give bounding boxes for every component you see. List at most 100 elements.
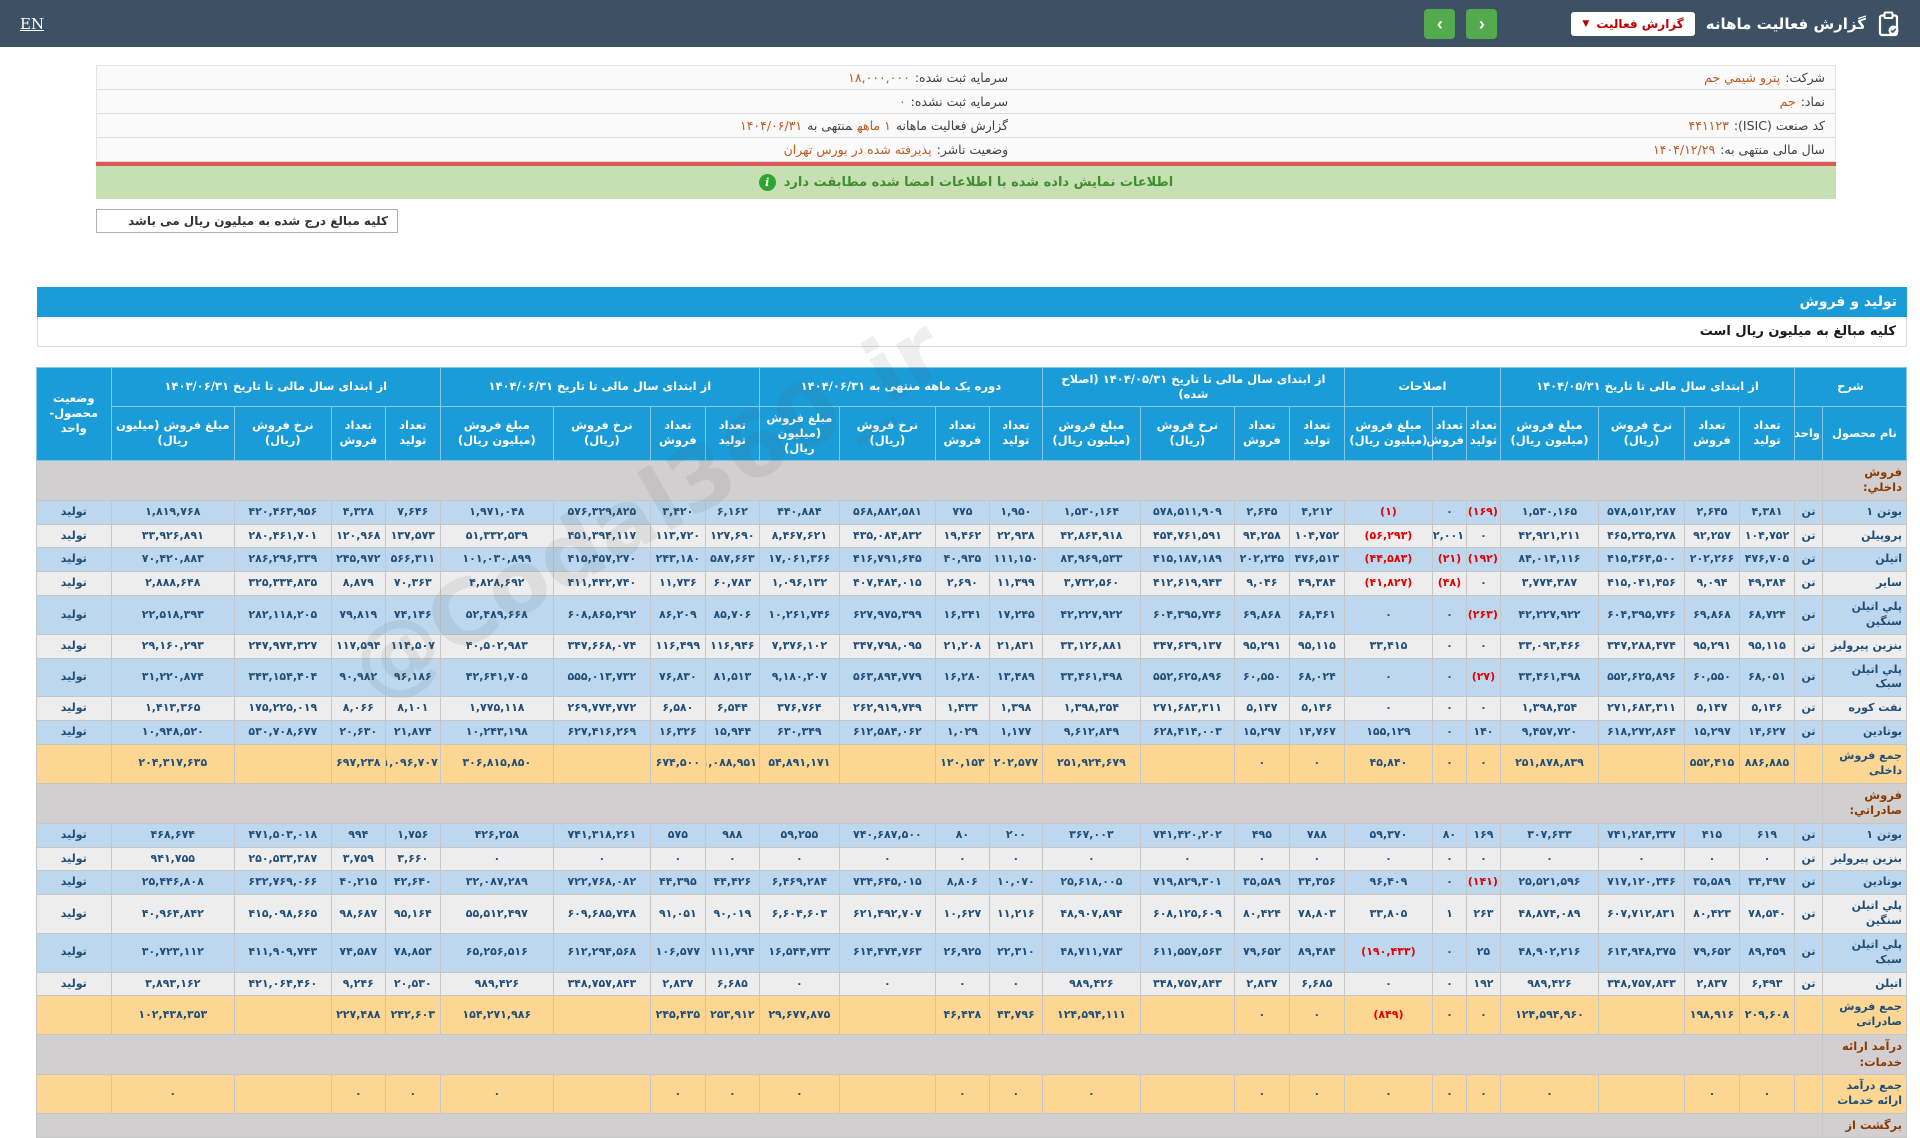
value-cell: ۰: [1598, 847, 1684, 871]
value-cell: ۴۰۷,۴۸۴,۰۱۵: [839, 572, 935, 596]
value-cell: ۱۲۷,۶۹۰: [705, 524, 759, 548]
value-cell: ۳۴,۴۹۷: [1739, 871, 1794, 895]
table-row: بنزین پیرولیزتن۰۰۰۰۰۰۰۰۰۰۰۰۰۰۰۰۰۰۰۳,۶۶۰۳…: [36, 847, 1906, 871]
column-header: نرخ فروش (ریال): [553, 406, 650, 460]
value-cell: ۰: [1432, 1075, 1466, 1114]
value-cell: ۷۴۱,۲۸۴,۳۳۷: [1598, 823, 1684, 847]
value-cell: ۱۴۰: [1466, 721, 1500, 745]
report-type-button[interactable]: گزارش فعالیت ▼: [1571, 12, 1694, 36]
value-cell: ۰: [1432, 658, 1466, 697]
value-cell: ۳۱,۲۲۰,۸۷۴: [111, 658, 234, 697]
value-cell: ۶,۶۸۵: [705, 972, 759, 996]
value-cell: ۶۲۷,۹۷۵,۳۹۹: [839, 596, 935, 635]
value-cell: ۰: [935, 847, 989, 871]
table-row: بوتن ۱تن۶۱۹۴۱۵۷۴۱,۲۸۴,۳۳۷۳۰۷,۶۳۳۱۶۹۸۰۵۹,…: [36, 823, 1906, 847]
value-cell: ۰: [650, 1075, 705, 1114]
value-cell: ۷,۳۷۶,۱۰۲: [759, 634, 839, 658]
column-header: نرخ فروش (ریال): [1140, 406, 1234, 460]
value-cell: ۶۰۹,۶۸۵,۷۴۸: [553, 895, 650, 934]
value-cell: ۶۰,۵۵۰: [1234, 658, 1289, 697]
value-cell: ۲,۰۰۱: [1432, 524, 1466, 548]
unit-cell: [1794, 745, 1822, 784]
production-sales-table-container: @Codal360_ir شرحاز ابتدای سال مالی تا تا…: [37, 367, 1907, 1138]
value-cell: ۷,۶۴۶: [385, 500, 440, 524]
unit-cell: تن: [1794, 596, 1822, 635]
column-header: مبلغ فروش (میلیون ریال): [759, 406, 839, 460]
value-cell: ۳۰,۷۲۳,۱۱۲: [111, 933, 234, 972]
value-cell: ۰: [331, 1075, 385, 1114]
value-cell: ۵۲,۴۸۹,۶۶۸: [440, 596, 553, 635]
column-header: تعداد فروش: [331, 406, 385, 460]
value-cell: ۲,۸۳۷: [1234, 972, 1289, 996]
column-group-5: از ابتدای سال مالی تا تاریخ ۱۴۰۳/۰۶/۳۱: [111, 368, 440, 407]
column-header-product: نام محصول: [1823, 406, 1907, 460]
value-cell: ۶۱۱,۵۵۷,۵۶۳: [1140, 933, 1234, 972]
value-cell: ۴۴۰,۸۸۴: [759, 500, 839, 524]
value-cell: ۴۱۵,۱۸۷,۱۸۹: [1140, 548, 1234, 572]
value-cell: ۳,۷۳۲,۵۶۰: [1042, 572, 1140, 596]
value-cell: ۶۱۸,۲۷۲,۸۶۴: [1598, 721, 1684, 745]
value-cell: ۲۴۳,۱۸۰: [650, 548, 705, 572]
value-cell: ۱۱۱,۱۵۰: [989, 548, 1042, 572]
value-cell: ۶۰۸,۱۲۵,۶۰۹: [1140, 895, 1234, 934]
unit-cell: تن: [1794, 972, 1822, 996]
clipboard-icon: [1877, 11, 1900, 37]
value-cell: ۸۶,۲۰۹: [650, 596, 705, 635]
value-cell: ۸۸۶,۸۸۵: [1739, 745, 1794, 784]
value-cell: ۲۰۲,۵۷۷: [989, 745, 1042, 784]
value-cell: ۵۱,۳۳۲,۵۳۹: [440, 524, 553, 548]
value-cell: ۹۵,۱۶۴: [385, 895, 440, 934]
value-cell: ۱۰۴,۷۵۲: [1739, 524, 1794, 548]
value-cell: ۱۷,۰۶۱,۳۶۶: [759, 548, 839, 572]
value-cell: ۶۱۳,۹۴۸,۳۷۵: [1598, 933, 1684, 972]
product-name-cell: بوتن ۱: [1823, 823, 1907, 847]
value-cell: ۶,۶۰۴,۶۰۳: [759, 895, 839, 934]
value-cell: ۹۸۹,۴۲۶: [440, 972, 553, 996]
value-cell: ۱,۸۱۹,۷۶۸: [111, 500, 234, 524]
value-cell: ۲۶۲,۹۱۹,۷۴۹: [839, 697, 935, 721]
value-cell: ۷۸,۸۰۳: [1289, 895, 1344, 934]
previous-report-button[interactable]: ›: [1424, 9, 1455, 39]
info-value: ۰: [899, 94, 906, 109]
value-cell: ۸۵,۷۰۶: [705, 596, 759, 635]
unit-cell: تن: [1794, 697, 1822, 721]
value-cell: ۶۳۲,۷۶۹,۰۶۶: [234, 871, 331, 895]
value-cell: ۴۰,۲۱۵: [331, 871, 385, 895]
value-cell: ۴۱۲,۶۱۹,۹۴۳: [1140, 572, 1234, 596]
value-cell: ۴۲۶,۲۵۸: [440, 823, 553, 847]
value-cell: ۴۳,۷۹۶: [989, 996, 1042, 1035]
value-cell: ۰: [839, 847, 935, 871]
value-cell: ۷۴۱,۳۱۸,۲۶۱: [553, 823, 650, 847]
value-cell: (۸۴۹): [1344, 996, 1432, 1035]
value-cell: ۲۵۱,۹۲۴,۶۷۹: [1042, 745, 1140, 784]
value-cell: ۰: [705, 847, 759, 871]
value-cell: ۱۰,۹۴۸,۵۲۰: [111, 721, 234, 745]
language-link-en[interactable]: EN: [20, 15, 44, 33]
value-cell: ۰: [1432, 847, 1466, 871]
status-cell: تولید: [36, 658, 111, 697]
value-cell: ۰: [1432, 500, 1466, 524]
value-cell: ۲,۶۹۰: [935, 572, 989, 596]
value-cell: ۰: [1432, 972, 1466, 996]
value-cell: ۱,۹۵۰: [989, 500, 1042, 524]
value-cell: ۲۰۴,۳۱۷,۶۳۵: [111, 745, 234, 784]
next-report-button[interactable]: ‹: [1466, 9, 1497, 39]
value-cell: ۰: [1739, 847, 1794, 871]
value-cell: ۶۳۰,۳۴۹: [759, 721, 839, 745]
value-cell: ۱۱,۳۹۹: [989, 572, 1042, 596]
value-cell: ۳۴۳,۱۵۴,۴۰۴: [234, 658, 331, 697]
value-cell: ۶۱۲,۲۹۴,۵۶۸: [553, 933, 650, 972]
value-cell: ۶۸,۷۲۴: [1739, 596, 1794, 635]
value-cell: ۵۵۲,۶۲۵,۸۹۶: [1140, 658, 1234, 697]
column-header: مبلغ فروش (میلیون ریال): [111, 406, 234, 460]
value-cell: [1598, 996, 1684, 1035]
info-label: سال مالی منتهی به:: [1720, 142, 1825, 157]
value-cell: ۱۱۶,۴۹۹: [650, 634, 705, 658]
info-label: سرمایه ثبت شده:: [915, 70, 1008, 85]
info-label: نماد:: [1801, 94, 1825, 109]
value-cell: ۷۸۸: [1289, 823, 1344, 847]
value-cell: ۶۰,۵۵۰: [1684, 658, 1739, 697]
value-cell: [839, 745, 935, 784]
value-cell: ۱,۳۹۸: [989, 697, 1042, 721]
value-cell: ۲۸۶,۲۹۶,۳۳۹: [234, 548, 331, 572]
